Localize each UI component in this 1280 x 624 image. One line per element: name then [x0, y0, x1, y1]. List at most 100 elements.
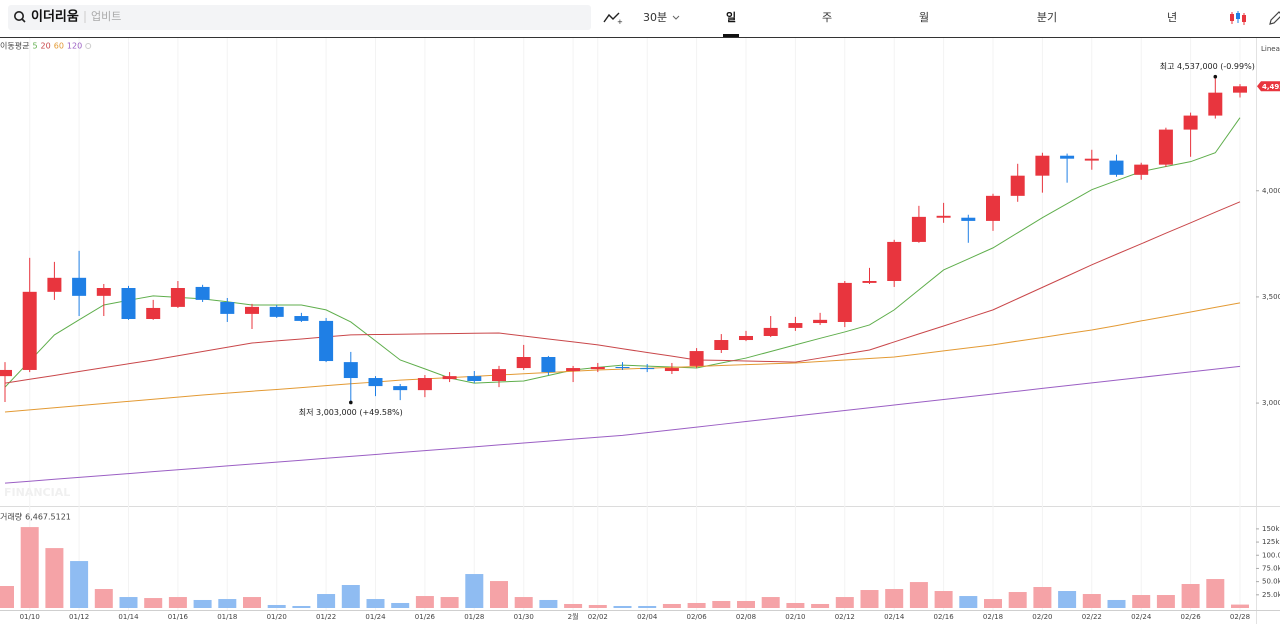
volume-bar	[415, 596, 434, 608]
volume-bar	[440, 597, 459, 608]
volume-legend-value: 6,467.5121	[25, 513, 71, 522]
moving-average-line	[4, 365, 1241, 484]
x-tick-label: 01/20	[267, 613, 287, 621]
ma-legend-item: 120	[67, 42, 82, 51]
period-tab[interactable]: 분기	[1037, 11, 1057, 24]
period-tab[interactable]: 월	[919, 11, 929, 24]
candle-body	[615, 366, 630, 369]
ma-settings-icon[interactable]	[85, 43, 92, 49]
x-tick-label: 02/04	[637, 613, 658, 621]
ma-legend-item: 20	[41, 42, 51, 51]
low-marker	[349, 400, 353, 405]
search-text: 이더리움	[31, 9, 79, 25]
volume-bar	[366, 599, 385, 608]
candle-body	[343, 362, 358, 379]
x-tick-label: 02/20	[1032, 613, 1052, 621]
candle-body	[788, 323, 803, 328]
search-box[interactable]	[8, 5, 591, 30]
candle-body	[170, 288, 185, 307]
volume-bar	[885, 589, 904, 608]
volume-bar	[168, 597, 187, 608]
volume-bar	[909, 582, 928, 608]
candle-body	[393, 386, 408, 391]
volume-bar	[811, 603, 830, 608]
volume-bar	[20, 527, 39, 608]
y-tick-label: 4,000,000	[1262, 187, 1280, 195]
candle-body	[516, 357, 531, 369]
volume-bar	[317, 594, 336, 608]
search-icon	[14, 11, 24, 21]
candle-body	[590, 366, 605, 370]
volume-bar	[662, 603, 681, 608]
volume-bar	[144, 598, 163, 608]
interval-select[interactable]: 30분	[643, 11, 667, 24]
volume-bar	[737, 600, 755, 608]
x-tick-label: 02/18	[983, 613, 1003, 621]
moving-average-line	[4, 302, 1241, 413]
volume-bar	[1033, 587, 1052, 608]
volume-tick-label: 125k	[1262, 538, 1280, 546]
volume-tick-label: 100.0k	[1262, 551, 1280, 559]
candle-body	[1084, 158, 1099, 161]
volume-bar	[341, 585, 360, 608]
low-annotation: 최저 3,003,000 (+49.58%)	[299, 407, 403, 417]
period-tab[interactable]: 주	[822, 11, 832, 24]
icon-part	[1230, 14, 1234, 21]
indicator-icon[interactable]	[603, 12, 620, 23]
icon-part	[1236, 13, 1240, 19]
candle-body	[689, 351, 704, 366]
x-tick-label: 01/22	[316, 613, 336, 621]
draw-icon[interactable]	[1269, 11, 1280, 25]
period-tab[interactable]: 년	[1167, 11, 1177, 24]
candle-body	[269, 306, 284, 317]
candle-body	[763, 327, 778, 336]
x-tick-label: 01/14	[118, 613, 139, 621]
candle-body	[739, 335, 753, 341]
volume-bar	[514, 597, 533, 608]
moving-average-line	[4, 201, 1241, 384]
volume-bar	[860, 590, 879, 608]
candle-body	[1134, 164, 1149, 175]
volume-bar	[564, 603, 583, 608]
candle-body	[813, 319, 828, 324]
volume-bar	[539, 599, 558, 608]
candle-body	[195, 286, 210, 300]
y-tick-label: 3,500,000	[1262, 293, 1280, 301]
volume-bar	[1058, 591, 1077, 608]
x-tick-label: 02/28	[1230, 613, 1250, 621]
volume-bar	[761, 597, 780, 608]
volume-tick-label: 25.0k	[1262, 591, 1280, 599]
candle-body	[1010, 175, 1025, 196]
volume-bar	[0, 586, 14, 608]
ma-legend-item: 60	[54, 42, 64, 51]
volume-bar	[1231, 604, 1249, 608]
volume-bar	[613, 605, 632, 608]
period-tabs: 일 주 월 분기 년	[723, 10, 1177, 37]
exchange-placeholder: 업비트	[91, 10, 121, 23]
period-tab[interactable]: 일	[726, 10, 736, 24]
candle-body	[911, 216, 926, 242]
volume-bar	[70, 561, 89, 608]
x-tick-label: 01/30	[514, 613, 534, 621]
volume-bar	[267, 604, 286, 608]
x-tick-label: 02/26	[1181, 613, 1202, 621]
ma-legend-item: 5	[32, 42, 37, 51]
candle-body	[1109, 160, 1124, 175]
high-annotation: 최고 4,537,000 (-0.99%)	[1160, 61, 1255, 71]
x-tick-label: 02/14	[884, 613, 905, 621]
volume-bar	[984, 599, 1002, 608]
volume-bar	[638, 605, 657, 608]
chart-type-icon[interactable]	[1230, 11, 1246, 25]
volume-bar	[959, 596, 978, 608]
volume-bar	[1082, 594, 1101, 608]
candle-body	[72, 277, 87, 296]
x-tick-label: 01/24	[365, 613, 386, 621]
candle-body	[245, 306, 259, 314]
moving-average-line	[4, 117, 1241, 388]
candle-body	[368, 378, 383, 387]
candle-body	[96, 288, 111, 296]
volume-tick-label: 75.0k	[1262, 564, 1280, 572]
x-tick-label: 02/08	[736, 613, 756, 621]
